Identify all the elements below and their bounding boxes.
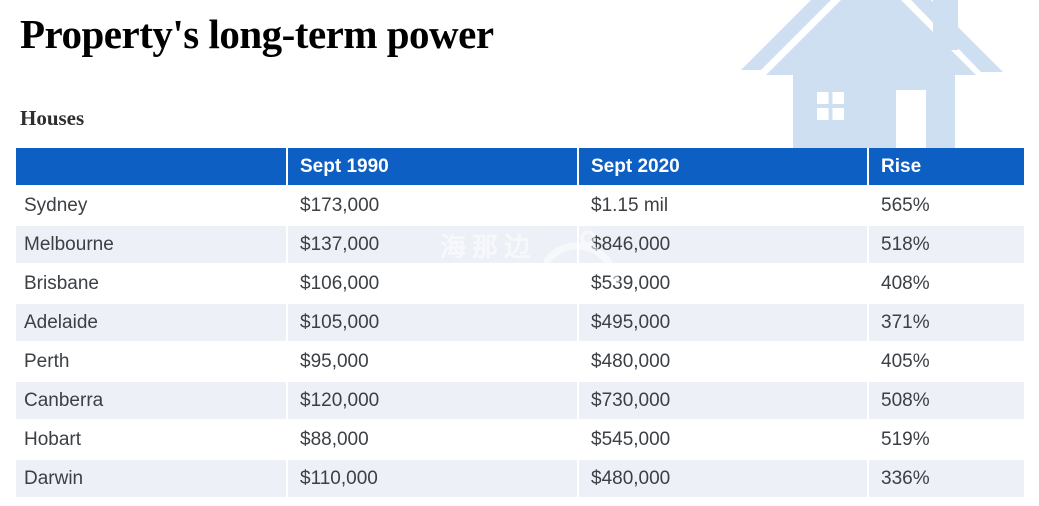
table-row-brisbane: Brisbane $106,000 $539,000 408% <box>16 263 1024 303</box>
table-row-melbourne: Melbourne $137,000 $846,000 518% <box>16 224 1024 264</box>
page-title: Property's long-term power <box>20 11 494 57</box>
sept-1990-cell: $105,000 <box>286 302 578 342</box>
sept-2020-cell: $1.15 mil <box>577 185 868 225</box>
sept-2020-cell: $480,000 <box>577 341 868 381</box>
city-cell: Hobart <box>16 419 287 459</box>
table-row-sydney: Sydney $173,000 $1.15 mil 565% <box>16 185 1024 225</box>
sept-2020-cell: $846,000 <box>577 224 868 264</box>
sept-1990-cell: $120,000 <box>286 380 578 420</box>
city-cell: Melbourne <box>16 224 287 264</box>
rise-cell: 336% <box>867 458 1024 497</box>
city-cell: Sydney <box>16 185 287 225</box>
roof-left-shape <box>741 0 831 70</box>
sept-1990-cell: $95,000 <box>286 341 578 381</box>
sept-2020-cell: $730,000 <box>577 380 868 420</box>
city-cell: Brisbane <box>16 263 287 303</box>
column-header-rise: Rise <box>867 148 1024 186</box>
rise-cell: 408% <box>867 263 1024 303</box>
page-subtitle: Houses <box>20 106 85 130</box>
column-header-sept-1990: Sept 1990 <box>286 148 578 186</box>
city-cell: Adelaide <box>16 302 287 342</box>
sept-2020-cell: $495,000 <box>577 302 868 342</box>
property-price-table: Sept 1990 Sept 2020 Rise Sydney $173,000… <box>16 148 1024 497</box>
rise-cell: 518% <box>867 224 1024 264</box>
sept-1990-cell: $110,000 <box>286 458 578 497</box>
column-header-city <box>16 148 287 186</box>
sept-1990-cell: $106,000 <box>286 263 578 303</box>
city-cell: Perth <box>16 341 287 381</box>
rise-cell: 405% <box>867 341 1024 381</box>
sept-2020-cell: $480,000 <box>577 458 868 497</box>
sept-1990-cell: $173,000 <box>286 185 578 225</box>
city-cell: Darwin <box>16 458 287 497</box>
sept-2020-cell: $545,000 <box>577 419 868 459</box>
table-row-hobart: Hobart $88,000 $545,000 519% <box>16 419 1024 459</box>
table-header-row: Sept 1990 Sept 2020 Rise <box>16 148 1024 186</box>
city-cell: Canberra <box>16 380 287 420</box>
table-row-canberra: Canberra $120,000 $730,000 508% <box>16 380 1024 420</box>
sept-1990-cell: $88,000 <box>286 419 578 459</box>
table-row-adelaide: Adelaide $105,000 $495,000 371% <box>16 302 1024 342</box>
roof-right-shape <box>911 0 1003 72</box>
rise-cell: 371% <box>867 302 1024 342</box>
rise-cell: 519% <box>867 419 1024 459</box>
table-row-perth: Perth $95,000 $480,000 405% <box>16 341 1024 381</box>
column-header-sept-2020: Sept 2020 <box>577 148 868 186</box>
house-icon <box>741 0 1003 148</box>
rise-cell: 565% <box>867 185 1024 225</box>
door-shape <box>896 90 926 148</box>
rise-cell: 508% <box>867 380 1024 420</box>
sept-1990-cell: $137,000 <box>286 224 578 264</box>
table-row-darwin: Darwin $110,000 $480,000 336% <box>16 458 1024 497</box>
gable-shape <box>766 0 976 75</box>
sept-2020-cell: $539,000 <box>577 263 868 303</box>
